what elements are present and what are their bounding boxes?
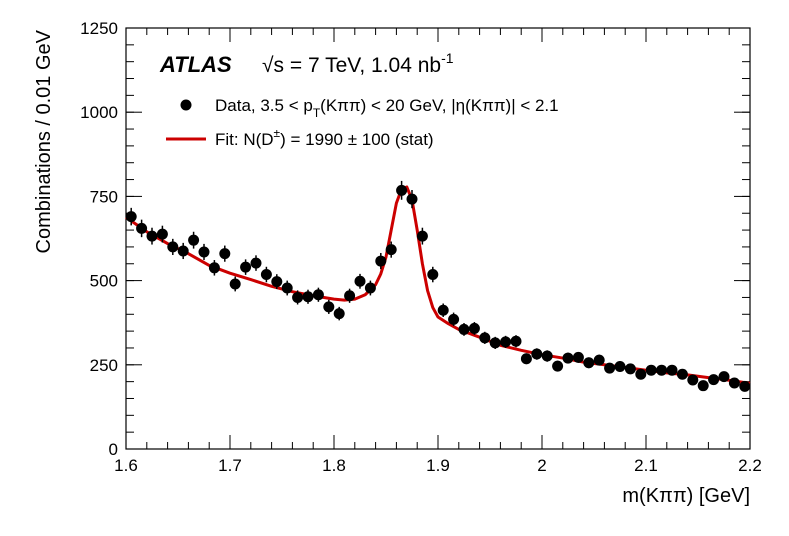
data-point xyxy=(208,262,220,274)
data-point xyxy=(125,211,137,223)
y-tick-label: 1250 xyxy=(80,19,118,38)
data-point xyxy=(708,374,720,386)
x-tick-label: 1.6 xyxy=(114,456,138,475)
data-point xyxy=(510,335,522,347)
data-point xyxy=(240,261,252,273)
data-point xyxy=(593,354,605,366)
legend-fit-label: Fit: N(D±) = 1990 ± 100 (stat) xyxy=(215,126,434,149)
y-tick-label: 1000 xyxy=(80,103,118,122)
data-point xyxy=(146,230,158,242)
legend-data-label-part-2: (Kππ) < 20 GeV, |η(Kππ)| < 2.1 xyxy=(320,96,558,115)
data-point xyxy=(468,322,480,334)
data-point xyxy=(489,337,501,349)
data-point xyxy=(416,230,428,242)
energy-label-superscript: -1 xyxy=(441,50,454,66)
y-tick-label: 250 xyxy=(90,356,118,375)
data-point xyxy=(136,222,148,234)
data-point xyxy=(385,244,397,256)
data-point xyxy=(448,313,460,325)
x-tick-label: 1.7 xyxy=(218,456,242,475)
x-tick-label: 1.9 xyxy=(426,456,450,475)
data-point xyxy=(292,291,304,303)
data-point xyxy=(302,291,314,303)
data-point xyxy=(333,308,345,320)
data-point xyxy=(167,241,179,253)
data-point xyxy=(323,301,335,313)
data-point xyxy=(479,332,491,344)
data-point xyxy=(604,362,616,374)
data-point xyxy=(437,304,449,316)
data-point xyxy=(260,269,272,281)
y-tick-label: 500 xyxy=(90,272,118,291)
data-point xyxy=(520,353,532,365)
data-point xyxy=(396,184,408,196)
data-point xyxy=(427,269,439,281)
data-point xyxy=(312,289,324,301)
energy-label-main: √s = 7 TeV, 1.04 nb xyxy=(262,54,441,77)
data-point xyxy=(364,282,376,294)
legend-data-label-part-1: Data, 3.5 < p xyxy=(215,96,313,115)
energy-label: √s = 7 TeV, 1.04 nb-1 xyxy=(262,50,454,77)
data-point xyxy=(552,360,564,372)
data-point xyxy=(250,257,262,269)
legend-data-marker xyxy=(180,99,192,111)
data-point xyxy=(583,357,595,369)
data-point xyxy=(531,348,543,360)
data-point xyxy=(676,368,688,380)
data-point xyxy=(624,363,636,375)
data-point xyxy=(271,276,283,288)
data-point xyxy=(198,246,210,258)
y-tick-label: 750 xyxy=(90,187,118,206)
legend: Data, 3.5 < pT(Kππ) < 20 GeV, |η(Kππ)| <… xyxy=(166,96,559,149)
data-point xyxy=(458,323,470,335)
data-point xyxy=(635,368,647,380)
x-tick-label: 2.2 xyxy=(738,456,762,475)
data-point xyxy=(541,350,553,362)
data-point xyxy=(281,282,293,294)
x-tick-label: 2.1 xyxy=(634,456,658,475)
data-point xyxy=(229,278,241,290)
data-point xyxy=(728,377,740,389)
x-axis-title: m(Kππ) [GeV] xyxy=(622,485,750,507)
data-point xyxy=(645,364,657,376)
data-point xyxy=(177,245,189,257)
y-tick-label: 0 xyxy=(109,440,118,459)
legend-fit-label-part-2: ) = 1990 ± 100 (stat) xyxy=(280,130,433,149)
data-point xyxy=(375,255,387,267)
data-point xyxy=(344,290,356,302)
data-point xyxy=(614,360,626,372)
data-point xyxy=(354,275,366,287)
data-point xyxy=(656,364,668,376)
data-point xyxy=(697,380,709,392)
legend-fit-label-part-1: Fit: N(D xyxy=(215,130,274,149)
data-point xyxy=(156,228,168,240)
data-point xyxy=(219,248,231,260)
experiment-label: ATLAS xyxy=(159,52,232,77)
data-point xyxy=(666,364,678,376)
data-point xyxy=(406,193,418,205)
x-tick-label: 2 xyxy=(537,456,546,475)
data-point xyxy=(739,380,751,392)
data-point xyxy=(188,234,200,246)
data-point xyxy=(500,336,512,348)
data-point xyxy=(572,351,584,363)
legend-data-label-subscript: T xyxy=(313,106,321,120)
y-axis-title: Combinations / 0.01 GeV xyxy=(33,29,55,253)
legend-fit-label-superscript: ± xyxy=(274,126,281,140)
data-point xyxy=(718,371,730,383)
x-tick-label: 1.8 xyxy=(322,456,346,475)
data-point xyxy=(562,352,574,364)
data-point xyxy=(687,374,699,386)
legend-data-label: Data, 3.5 < pT(Kππ) < 20 GeV, |η(Kππ)| <… xyxy=(215,96,559,120)
